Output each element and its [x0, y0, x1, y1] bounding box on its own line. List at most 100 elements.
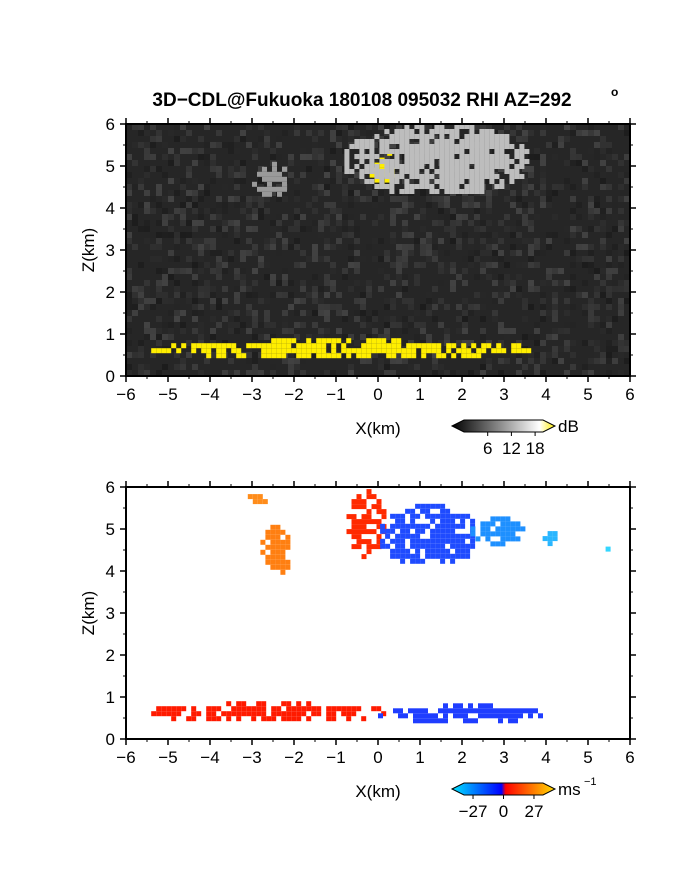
noise-pixel — [144, 190, 150, 196]
data-pixel — [400, 533, 406, 539]
data-pixel — [429, 129, 435, 134]
noise-pixel — [552, 280, 558, 286]
noise-pixel — [606, 262, 612, 268]
data-pixel — [520, 526, 526, 532]
noise-pixel — [210, 208, 216, 214]
noise-pixel — [342, 340, 348, 346]
noise-pixel — [282, 214, 288, 220]
data-pixel — [464, 184, 470, 189]
noise-pixel — [252, 358, 258, 364]
noise-pixel — [408, 196, 414, 202]
noise-pixel — [180, 148, 186, 154]
data-pixel — [404, 144, 410, 149]
noise-pixel — [228, 292, 234, 298]
noise-pixel — [450, 214, 456, 220]
colorbar-tick-label: 27 — [525, 802, 544, 821]
data-pixel — [465, 553, 471, 559]
noise-pixel — [372, 238, 378, 244]
noise-pixel — [294, 226, 300, 232]
data-pixel — [321, 343, 327, 349]
noise-pixel — [192, 364, 198, 370]
data-pixel — [479, 159, 485, 164]
data-pixel — [440, 533, 446, 539]
noise-pixel — [198, 250, 204, 256]
degree-mark: o — [611, 85, 618, 99]
noise-pixel — [570, 226, 576, 232]
noise-pixel — [138, 226, 144, 232]
data-pixel — [489, 164, 495, 169]
data-pixel — [419, 164, 425, 169]
noise-pixel — [498, 256, 504, 262]
data-pixel — [399, 129, 405, 134]
data-pixel — [542, 536, 548, 542]
data-pixel — [221, 348, 227, 354]
noise-pixel — [270, 364, 276, 370]
noise-pixel — [624, 196, 630, 202]
noise-pixel — [156, 220, 162, 226]
data-pixel — [351, 711, 357, 717]
noise-pixel — [558, 184, 564, 190]
noise-pixel — [492, 130, 498, 136]
data-pixel — [379, 169, 385, 174]
noise-pixel — [198, 304, 204, 310]
data-pixel — [605, 546, 611, 552]
data-pixel — [460, 543, 466, 549]
data-pixel — [201, 348, 207, 354]
data-pixel — [267, 191, 272, 197]
noise-pixel — [582, 292, 588, 298]
noise-pixel — [330, 148, 336, 154]
data-pixel — [490, 516, 496, 522]
noise-pixel — [366, 286, 372, 292]
noise-pixel — [336, 178, 342, 184]
data-pixel — [514, 149, 520, 154]
noise-pixel — [336, 220, 342, 226]
noise-pixel — [474, 310, 480, 316]
data-pixel — [465, 548, 471, 554]
data-pixel — [351, 544, 357, 550]
data-pixel — [436, 343, 442, 349]
noise-pixel — [198, 322, 204, 328]
noise-pixel — [192, 328, 198, 334]
noise-pixel — [342, 316, 348, 322]
noise-pixel — [516, 352, 522, 358]
noise-pixel — [396, 274, 402, 280]
noise-pixel — [420, 208, 426, 214]
noise-pixel — [372, 190, 378, 196]
noise-pixel — [126, 328, 132, 334]
data-pixel — [444, 154, 450, 159]
data-pixel — [381, 343, 387, 349]
noise-pixel — [342, 196, 348, 202]
data-pixel — [374, 169, 380, 174]
noise-pixel — [138, 370, 144, 376]
noise-pixel — [222, 370, 228, 376]
noise-pixel — [426, 334, 432, 340]
noise-pixel — [390, 238, 396, 244]
data-pixel — [256, 701, 262, 707]
data-pixel — [414, 144, 420, 149]
data-pixel — [336, 353, 342, 359]
noise-pixel — [138, 142, 144, 148]
data-pixel — [519, 154, 525, 159]
noise-pixel — [210, 316, 216, 322]
noise-pixel — [564, 298, 570, 304]
data-pixel — [474, 179, 480, 184]
noise-pixel — [588, 322, 594, 328]
noise-pixel — [420, 226, 426, 232]
noise-pixel — [246, 202, 252, 208]
data-pixel — [361, 519, 367, 525]
noise-pixel — [444, 334, 450, 340]
noise-pixel — [606, 316, 612, 322]
noise-pixel — [528, 232, 534, 238]
noise-pixel — [402, 250, 408, 256]
noise-pixel — [396, 322, 402, 328]
colorbar-tick-label: 12 — [502, 439, 521, 458]
noise-pixel — [552, 292, 558, 298]
noise-pixel — [426, 370, 432, 376]
noise-pixel — [234, 226, 240, 232]
data-pixel — [429, 149, 435, 154]
data-pixel — [271, 348, 277, 354]
noise-pixel — [186, 148, 192, 154]
noise-pixel — [180, 178, 186, 184]
data-pixel — [466, 348, 472, 354]
noise-pixel — [426, 304, 432, 310]
